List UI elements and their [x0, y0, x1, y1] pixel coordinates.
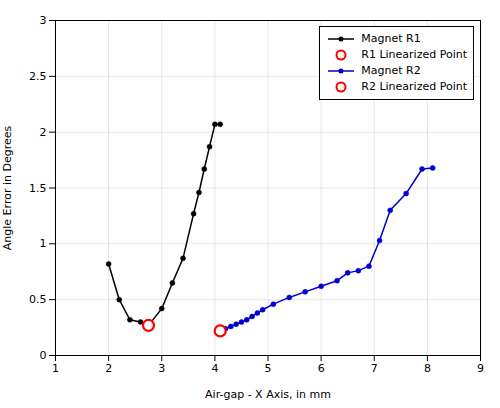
- svg-text:6: 6: [318, 362, 325, 375]
- svg-text:Angle Error in Degrees: Angle Error in Degrees: [1, 126, 14, 251]
- svg-text:4: 4: [211, 362, 218, 375]
- svg-text:3: 3: [158, 362, 165, 375]
- html-text:R1 Linearized Point: R1 Linearized Point: [361, 48, 467, 61]
- svg-text:0.5: 0.5: [29, 293, 47, 306]
- svg-text:1: 1: [40, 237, 47, 250]
- svg-text:0: 0: [40, 349, 47, 362]
- svg-text:5: 5: [265, 362, 272, 375]
- svg-text:3: 3: [40, 14, 47, 27]
- svg-text:2.5: 2.5: [29, 70, 47, 83]
- html-text:Magnet R1: Magnet R1: [361, 32, 421, 45]
- svg-text:9: 9: [477, 362, 484, 375]
- svg-text:2: 2: [40, 126, 47, 139]
- svg-text:2: 2: [105, 362, 112, 375]
- svg-text:8: 8: [424, 362, 431, 375]
- svg-text:1: 1: [52, 362, 59, 375]
- svg-text:1.5: 1.5: [29, 182, 47, 195]
- svg-text:7: 7: [371, 362, 378, 375]
- html-text:Magnet R2: Magnet R2: [361, 64, 421, 77]
- html-text:R2 Linearized Point: R2 Linearized Point: [361, 80, 467, 93]
- svg-text:Air-gap - X Axis, in mm: Air-gap - X Axis, in mm: [205, 388, 331, 401]
